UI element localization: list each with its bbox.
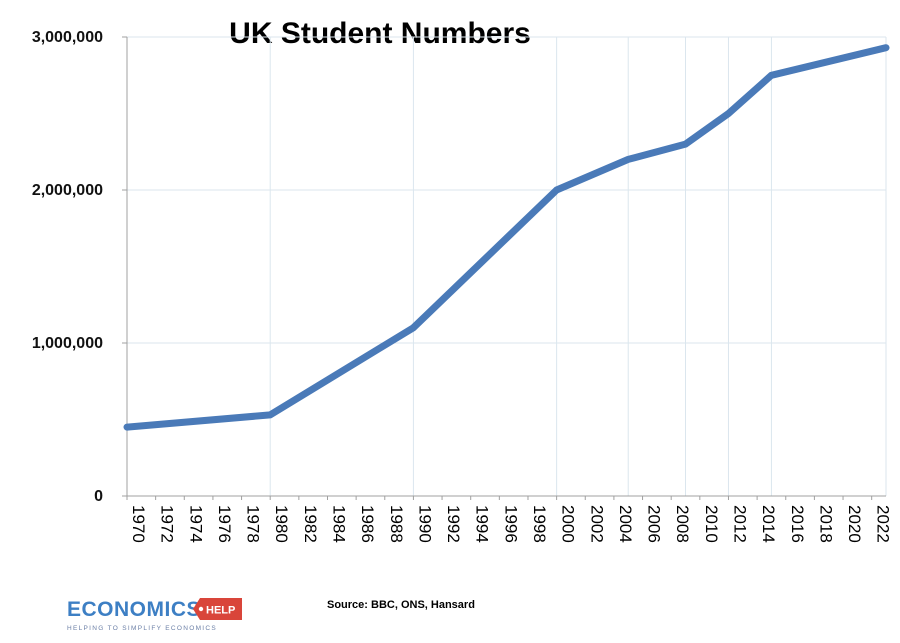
source-note: Source: BBC, ONS, Hansard [327, 599, 475, 611]
logo-tag-hole [198, 606, 204, 612]
x-tick-label: 2012 [730, 505, 749, 543]
x-tick-label: 1994 [473, 505, 492, 543]
x-tick-label: 2002 [587, 505, 606, 543]
x-tick-label: 2022 [874, 505, 893, 543]
x-tick-label: 1972 [158, 505, 177, 543]
x-tick-label: 1984 [329, 505, 348, 543]
x-tick-label: 1976 [215, 505, 234, 543]
logo-tag-shape [193, 598, 242, 620]
x-tick-label: 2004 [616, 505, 635, 543]
x-tick-label: 2020 [845, 505, 864, 543]
x-tick-label: 2008 [673, 505, 692, 543]
x-tick-label: 1998 [530, 505, 549, 543]
x-tick-label: 1982 [301, 505, 320, 543]
x-tick-label: 1986 [358, 505, 377, 543]
x-tick-label: 1992 [444, 505, 463, 543]
x-tick-label: 2000 [559, 505, 578, 543]
x-tick-label: 2006 [645, 505, 664, 543]
y-tick-label: 0 [94, 488, 103, 505]
horizontal-gridlines [127, 36, 886, 344]
x-tick-label: 1978 [244, 505, 263, 543]
x-tick-label: 1988 [387, 505, 406, 543]
x-tick-label: 2010 [702, 505, 721, 543]
y-tick-label: 1,000,000 [32, 335, 103, 352]
x-tick-label: 1974 [186, 505, 205, 543]
y-axis-ticks: 0 1,000,000 2,000,000 3,000,000 [32, 29, 127, 505]
x-tick-label: 1980 [272, 505, 291, 543]
vertical-gridlines [269, 37, 887, 496]
axes [126, 37, 886, 497]
series-line [123, 44, 890, 431]
x-tick-label: 2018 [816, 505, 835, 543]
x-tick-label: 1990 [415, 505, 434, 543]
logo-subtitle: HELPING TO SIMPLIFY ECONOMICS [67, 625, 217, 632]
logo-wordmark: ECONOMICS [67, 598, 201, 621]
logo-tag-label: HELP [206, 605, 235, 617]
y-tick-label: 3,000,000 [32, 29, 103, 46]
series-layer [123, 44, 890, 431]
x-tick-label: 1970 [129, 505, 148, 543]
x-tick-label: 2014 [759, 505, 778, 543]
y-tick-label: 2,000,000 [32, 182, 103, 199]
chart-title: UK Student Numbers [229, 17, 531, 50]
x-tick-label: 2016 [788, 505, 807, 543]
economics-help-logo: ECONOMICS HELP HELPING TO SIMPLIFY ECONO… [67, 598, 242, 632]
x-axis-ticks: 1970 1972 1974 1976 1978 1980 1982 1984 1986 1988… [126, 496, 893, 543]
x-tick-label: 1996 [501, 505, 520, 543]
